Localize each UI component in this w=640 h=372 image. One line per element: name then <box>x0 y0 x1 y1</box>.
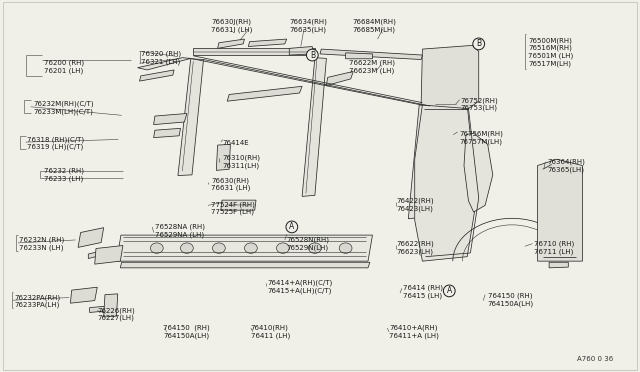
Ellipse shape <box>150 243 163 253</box>
Text: 76364(RH)
76365(LH): 76364(RH) 76365(LH) <box>547 158 585 173</box>
Text: 76414E: 76414E <box>223 140 250 146</box>
Text: A: A <box>289 222 294 231</box>
Polygon shape <box>154 113 187 125</box>
Text: 76622M (RH)
76623M (LH): 76622M (RH) 76623M (LH) <box>349 60 395 74</box>
Ellipse shape <box>180 243 193 253</box>
Text: 76756M(RH)
76757M(LH): 76756M(RH) 76757M(LH) <box>460 131 504 145</box>
Text: B: B <box>476 39 481 48</box>
Text: 76630J(RH)
76631J (LH): 76630J(RH) 76631J (LH) <box>211 19 253 33</box>
Polygon shape <box>120 262 370 268</box>
Text: 77524F (RH)
77525F (LH): 77524F (RH) 77525F (LH) <box>211 201 255 215</box>
Polygon shape <box>549 262 568 268</box>
Text: 76528N(RH)
76529N(LH): 76528N(RH) 76529N(LH) <box>287 237 330 251</box>
Polygon shape <box>138 58 191 70</box>
Polygon shape <box>116 235 372 261</box>
Text: A: A <box>447 286 452 295</box>
Ellipse shape <box>244 243 257 253</box>
Polygon shape <box>408 105 430 219</box>
Polygon shape <box>104 294 118 317</box>
Text: 76684M(RH)
76685M(LH): 76684M(RH) 76685M(LH) <box>352 19 396 33</box>
Polygon shape <box>154 128 180 138</box>
Text: 76414+A(RH)(C/T)
76415+A(LH)(C/T): 76414+A(RH)(C/T) 76415+A(LH)(C/T) <box>268 279 333 294</box>
Ellipse shape <box>276 243 289 253</box>
Polygon shape <box>320 49 422 60</box>
Text: 764150 (RH)
764150A(LH): 764150 (RH) 764150A(LH) <box>488 292 534 307</box>
Polygon shape <box>193 48 315 55</box>
Polygon shape <box>140 70 174 81</box>
Text: 76630(RH)
76631 (LH): 76630(RH) 76631 (LH) <box>211 177 251 191</box>
Polygon shape <box>78 228 104 247</box>
Text: 76200 (RH)
76201 (LH): 76200 (RH) 76201 (LH) <box>44 60 84 74</box>
Polygon shape <box>248 39 287 46</box>
Polygon shape <box>289 46 312 55</box>
Polygon shape <box>90 306 110 312</box>
Polygon shape <box>326 71 353 86</box>
Polygon shape <box>421 45 479 109</box>
Text: A760 0 36: A760 0 36 <box>577 356 613 362</box>
Polygon shape <box>70 287 97 303</box>
Polygon shape <box>346 53 372 59</box>
Text: 76226(RH)
76227(LH): 76226(RH) 76227(LH) <box>97 307 135 321</box>
Text: B: B <box>310 51 315 60</box>
Text: 76528NA (RH)
76529NA (LH): 76528NA (RH) 76529NA (LH) <box>155 224 205 238</box>
Polygon shape <box>88 249 108 259</box>
Text: 76232N (RH)
76233N (LH): 76232N (RH) 76233N (LH) <box>19 237 65 251</box>
Text: 76500M(RH)
76516M(RH)
76501M (LH)
76517M(LH): 76500M(RH) 76516M(RH) 76501M (LH) 76517M… <box>528 37 573 67</box>
Polygon shape <box>221 200 256 210</box>
Text: 76414 (RH)
76415 (LH): 76414 (RH) 76415 (LH) <box>403 285 443 299</box>
Text: 76752(RH)
76753(LH): 76752(RH) 76753(LH) <box>461 97 499 111</box>
Polygon shape <box>216 144 230 170</box>
Text: 76710 (RH)
76711 (LH): 76710 (RH) 76711 (LH) <box>534 240 575 254</box>
Text: 76410(RH)
76411 (LH): 76410(RH) 76411 (LH) <box>251 325 290 339</box>
Text: 76622(RH)
76623(LH): 76622(RH) 76623(LH) <box>397 240 435 254</box>
Ellipse shape <box>339 243 352 253</box>
Text: 76422(RH)
76423(LH): 76422(RH) 76423(LH) <box>397 198 435 212</box>
Text: 76232PA(RH)
76233PA(LH): 76232PA(RH) 76233PA(LH) <box>14 294 60 308</box>
Polygon shape <box>95 246 123 264</box>
Text: 76410+A(RH)
76411+A (LH): 76410+A(RH) 76411+A (LH) <box>389 325 439 339</box>
Text: 76232 (RH)
76233 (LH): 76232 (RH) 76233 (LH) <box>44 168 84 182</box>
Polygon shape <box>227 86 302 101</box>
Polygon shape <box>538 159 582 261</box>
Text: 76232M(RH)(C/T)
76233M(LH)(C/T): 76232M(RH)(C/T) 76233M(LH)(C/T) <box>33 101 94 115</box>
Text: 764150  (RH)
764150A(LH): 764150 (RH) 764150A(LH) <box>163 325 210 339</box>
Polygon shape <box>218 39 244 48</box>
Ellipse shape <box>212 243 225 253</box>
Text: 76318 (RH)(C/T)
76319 (LH)(C/T): 76318 (RH)(C/T) 76319 (LH)(C/T) <box>27 136 84 150</box>
Text: 76320 (RH)
76321 (LH): 76320 (RH) 76321 (LH) <box>141 51 181 65</box>
Ellipse shape <box>308 243 321 253</box>
Polygon shape <box>415 105 477 261</box>
Polygon shape <box>178 59 204 176</box>
Polygon shape <box>302 58 326 196</box>
Text: 76310(RH)
76311(LH): 76310(RH) 76311(LH) <box>223 155 260 169</box>
Polygon shape <box>464 133 493 212</box>
Text: 76634(RH)
76635(LH): 76634(RH) 76635(LH) <box>289 19 327 33</box>
